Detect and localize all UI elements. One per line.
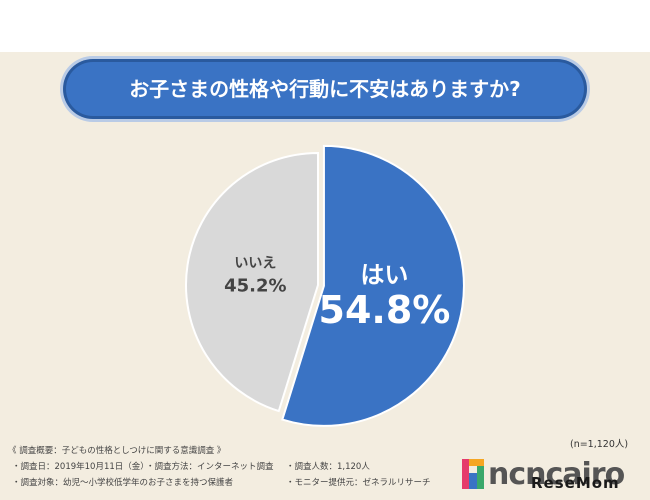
pie-slice-no — [185, 151, 319, 413]
top-band — [0, 0, 650, 52]
survey-target: ・調査対象：幼児〜小学校低学年のお子さまを持つ保護者 — [12, 478, 234, 488]
pie-slice-yes — [281, 144, 465, 427]
survey-provider: ・モニター提供元：ゼネラルリサーチ — [286, 478, 431, 488]
survey-heading: 《 調査概要：子どもの性格としつけに関する意識調査 》 — [8, 446, 226, 456]
survey-respondents: ・調査人数：1,120人 — [286, 462, 370, 472]
chart-title: お子さまの性格や行動に不安はありますか? — [129, 77, 521, 101]
brand-mark-icon — [462, 459, 484, 489]
title-banner — [66, 62, 584, 116]
survey-method: ・調査方法：インターネット調査 — [146, 462, 274, 472]
slice-value-no: 45.2% — [224, 275, 286, 296]
brand-wordmark: ncncairo — [488, 456, 625, 492]
slice-value-yes: 54.8% — [319, 288, 451, 332]
brand-logo: ncncairo — [462, 456, 625, 492]
slice-label-yes: はい — [360, 261, 408, 289]
survey-date: ・調査日：2019年10月11日（金） — [12, 462, 149, 472]
watermark-logo: ReseMom — [531, 474, 620, 492]
sample-size: (n=1,120人) — [570, 439, 629, 450]
slice-label-no: いいえ — [234, 255, 276, 271]
